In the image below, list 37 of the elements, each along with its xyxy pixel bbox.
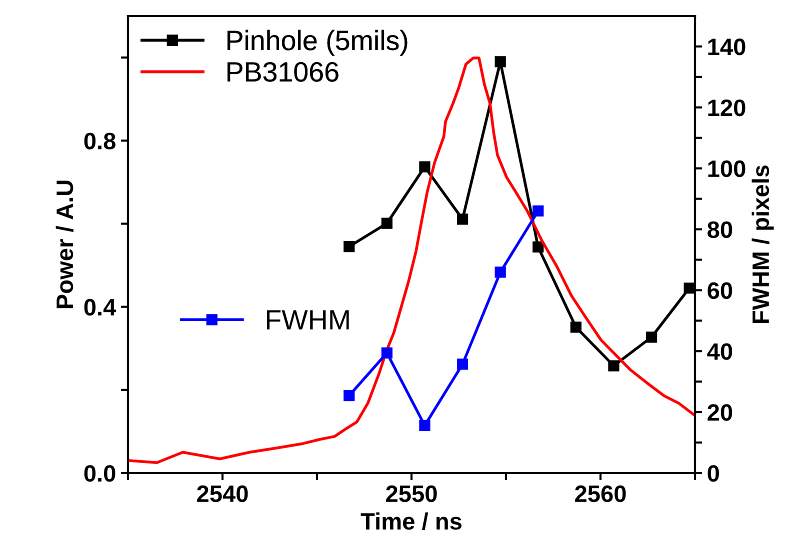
- y-tick-label: 0.8: [84, 132, 116, 150]
- x-axis-title: Time / ns: [360, 512, 462, 530]
- point: [532, 205, 544, 217]
- y2-tick-label: 120: [708, 99, 746, 116]
- point: [532, 241, 544, 253]
- y2-tick-label: 0: [708, 465, 719, 482]
- point: [344, 390, 355, 402]
- x-tick-label: 2540: [197, 485, 248, 502]
- point: [494, 56, 506, 68]
- point: [381, 218, 392, 229]
- point: [419, 161, 430, 172]
- point: [646, 332, 658, 343]
- y2-axis-title: FWHM / pixels: [752, 165, 774, 323]
- y2-tick-label: 60: [708, 282, 732, 299]
- point: [684, 282, 695, 294]
- y2-tick-label: 80: [708, 221, 732, 238]
- point: [456, 214, 468, 225]
- legend-label: Pinhole (5mils): [228, 30, 408, 56]
- y-tick-label: 0.0: [84, 465, 116, 482]
- y2-tick-label: 140: [708, 38, 746, 56]
- legend-label: PB31066: [228, 62, 338, 82]
- point: [419, 420, 430, 432]
- y2-tick-label: 40: [707, 343, 732, 360]
- point: [570, 322, 582, 333]
- legend-label: FWHM: [266, 310, 349, 330]
- point: [494, 266, 506, 278]
- point: [344, 241, 355, 252]
- point: [608, 360, 620, 372]
- y2-tick-label: 20: [708, 404, 732, 421]
- y-axis-title: Power / A.U: [56, 180, 74, 308]
- x-tick-label: 2560: [575, 485, 626, 502]
- line-series: [128, 56, 695, 464]
- point: [456, 358, 468, 370]
- point: [381, 347, 392, 359]
- x-tick-label: 2550: [386, 485, 437, 502]
- y2-tick-label: 100: [708, 160, 746, 178]
- y-tick-label: 0.4: [84, 298, 116, 316]
